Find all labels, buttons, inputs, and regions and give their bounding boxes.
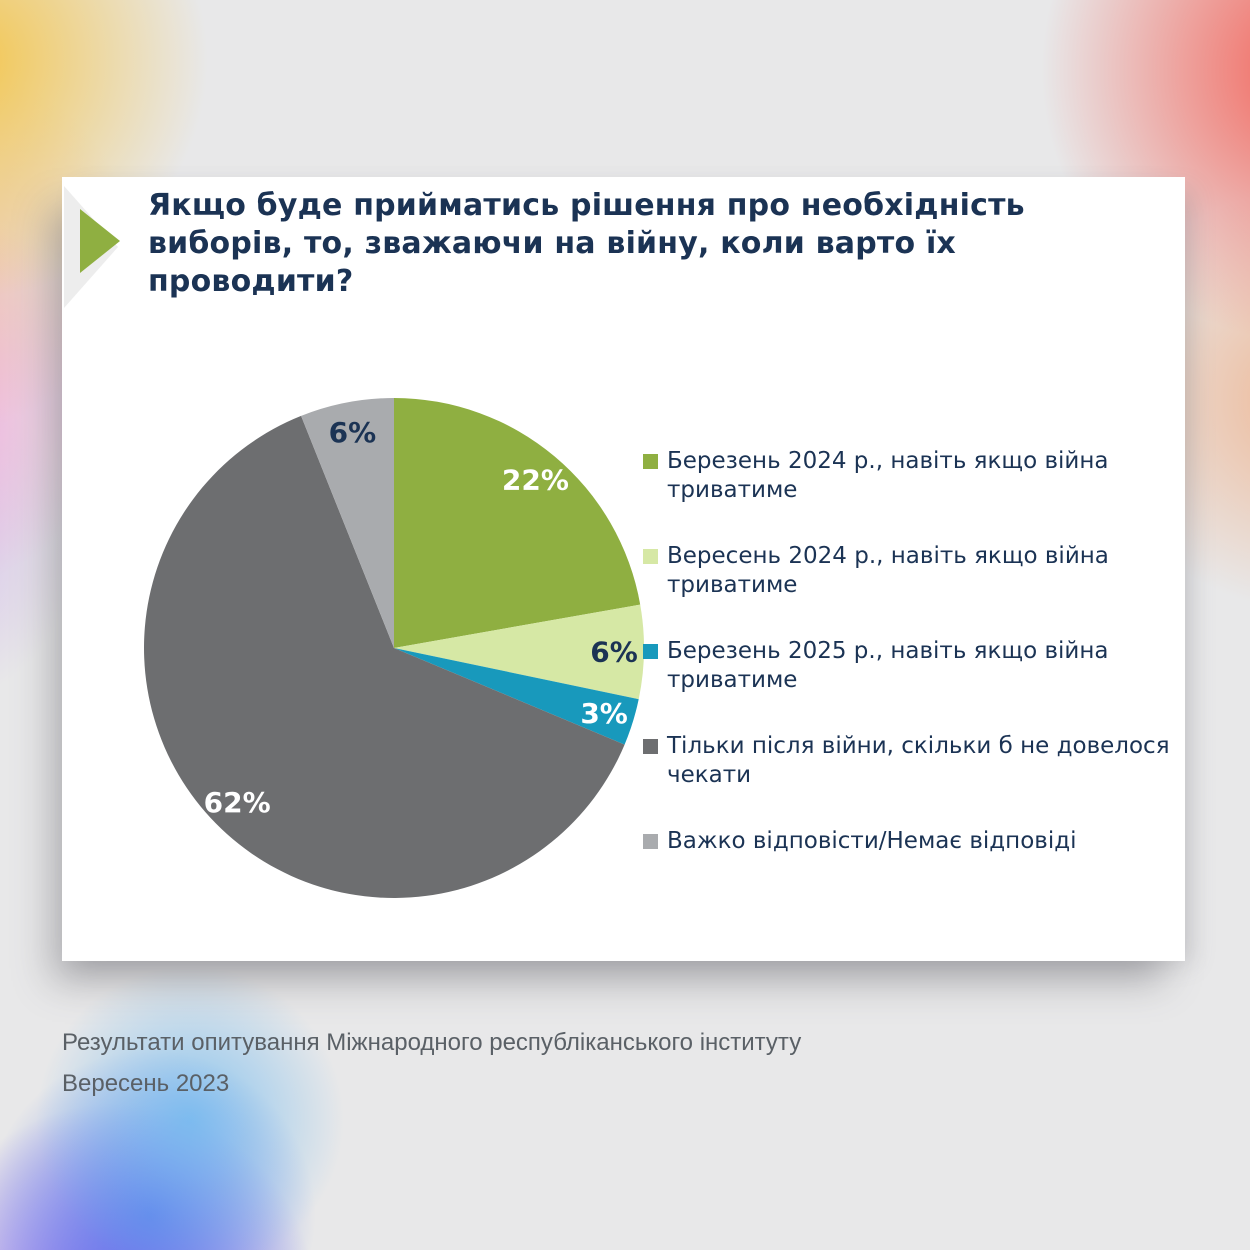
legend-item-4: Важко відповісти/Немає відповіді [643,827,1191,856]
legend-item-label: Березень 2025 р., навіть якщо війна трив… [667,638,1109,693]
pie-slice-3 [144,415,625,898]
legend-swatch-icon [643,454,658,469]
pie-value-label-0: 22% [502,463,569,496]
legend-swatch-icon [643,644,658,659]
slide-title-line3: проводити? [148,264,354,299]
legend-item-2: Березень 2025 р., навіть якщо війна трив… [643,637,1191,695]
pie-slice-1 [394,604,644,700]
pie-slice-2 [394,648,639,745]
source-line1: Результати опитування Міжнародного респу… [62,1029,802,1056]
source-line2: Вересень 2023 [62,1070,230,1097]
slide-title-line1: Якщо буде прийматись рішення про необхід… [148,188,1025,223]
pie-value-label-4: 6% [329,416,377,449]
pie-chart: 22% 6% 3% 62% 6% [144,398,644,898]
pie-slice-4 [301,398,394,648]
slide-title-marker [64,186,120,308]
pie-value-label-1: 6% [590,635,638,668]
legend-swatch-icon [643,739,658,754]
legend-item-label: Важко відповісти/Немає відповіді [667,828,1077,854]
legend-swatch-icon [643,834,658,849]
legend-item-label: Вересень 2024 р., навіть якщо війна трив… [667,543,1109,598]
pie-slice-0 [394,398,641,648]
legend: Березень 2024 р., навіть якщо війна трив… [643,447,1191,856]
pie-value-label-3: 62% [204,786,271,819]
slide-title-line2: виборів, то, зважаючи на війну, коли вар… [148,226,956,261]
marker-green-triangle-icon [80,209,120,273]
legend-item-label: Тільки після війни, скільки б не довелос… [667,733,1170,788]
slide-title: Якщо буде прийматись рішення про необхід… [148,187,1040,301]
slide-card: Якщо буде прийматись рішення про необхід… [62,177,1185,961]
legend-item-3: Тільки після війни, скільки б не довелос… [643,732,1191,790]
legend-item-label: Березень 2024 р., навіть якщо війна трив… [667,448,1109,503]
legend-item-1: Вересень 2024 р., навіть якщо війна трив… [643,542,1191,600]
legend-item-0: Березень 2024 р., навіть якщо війна трив… [643,447,1191,505]
pie-value-label-2: 3% [580,697,628,730]
legend-swatch-icon [643,549,658,564]
source-note: Результати опитування Міжнародного респу… [62,1022,962,1104]
